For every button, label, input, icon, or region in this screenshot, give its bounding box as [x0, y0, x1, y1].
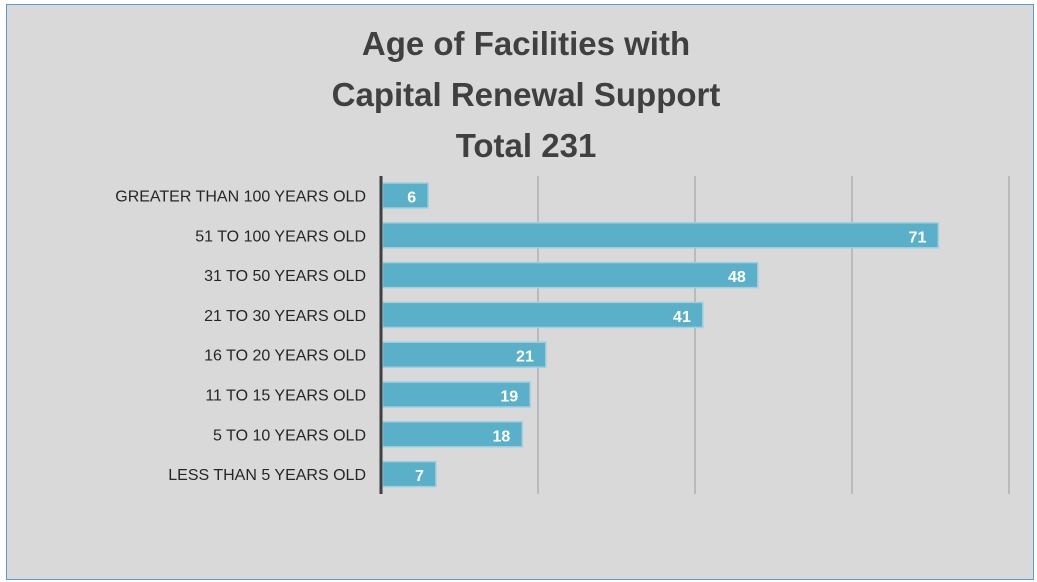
data-labels: 6 71 48 41 21 19 18 7: [407, 190, 926, 486]
category-label-1: 51 TO 100 YEARS OLD: [195, 228, 366, 245]
bar-6: [381, 421, 524, 448]
data-label-5: 19: [500, 389, 518, 406]
bar-5: [381, 381, 531, 408]
chart-title-line-2: Capital Renewal Support: [332, 76, 721, 113]
bar-1: [381, 222, 940, 249]
chart-title: Age of Facilities with Capital Renewal S…: [332, 25, 721, 164]
category-label-0: GREATER THAN 100 YEARS OLD: [115, 189, 366, 206]
category-label-3: 21 TO 30 YEARS OLD: [204, 308, 366, 325]
data-label-3: 41: [673, 309, 691, 326]
bar-2: [381, 261, 759, 289]
chart-title-line-1: Age of Facilities with: [362, 25, 690, 62]
chart-area: Age of Facilities with Capital Renewal S…: [6, 4, 1034, 580]
category-labels: GREATER THAN 100 YEARS OLD 51 TO 100 YEAR…: [115, 189, 366, 485]
bar-chart: Age of Facilities with Capital Renewal S…: [115, 25, 1010, 494]
category-label-7: LESS THAN 5 YEARS OLD: [168, 467, 366, 484]
category-label-6: 5 TO 10 YEARS OLD: [213, 427, 366, 444]
bar-4: [381, 341, 547, 368]
bar-7: [381, 460, 437, 488]
data-label-1: 71: [909, 229, 927, 246]
chart-title-line-3: Total 231: [456, 127, 597, 164]
bar-0: [381, 182, 429, 209]
data-label-4: 21: [516, 349, 534, 366]
data-label-0: 6: [407, 190, 416, 207]
bars: [381, 182, 940, 488]
category-label-4: 16 TO 20 YEARS OLD: [204, 348, 366, 365]
data-label-2: 48: [728, 269, 746, 286]
data-label-7: 7: [415, 468, 424, 485]
category-label-2: 31 TO 50 YEARS OLD: [204, 268, 366, 285]
data-label-6: 18: [493, 428, 511, 445]
bar-3: [381, 301, 704, 329]
category-label-5: 11 TO 15 YEARS OLD: [205, 388, 366, 405]
